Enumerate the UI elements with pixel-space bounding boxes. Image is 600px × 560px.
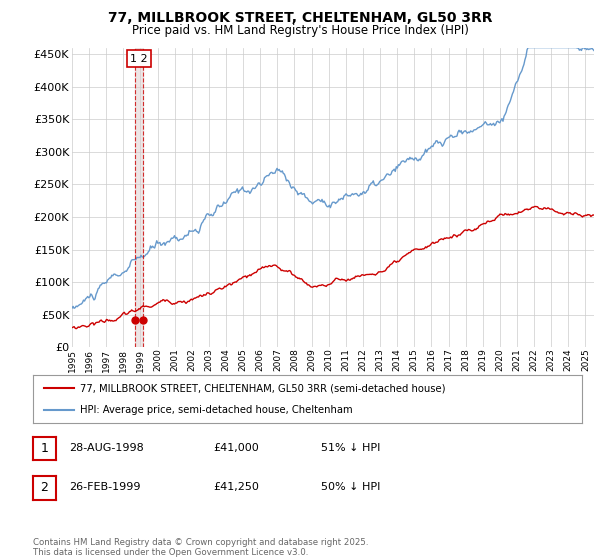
Text: 26-FEB-1999: 26-FEB-1999: [69, 482, 140, 492]
Text: 1: 1: [40, 442, 49, 455]
Text: 50% ↓ HPI: 50% ↓ HPI: [321, 482, 380, 492]
Text: £41,000: £41,000: [213, 443, 259, 453]
Text: 28-AUG-1998: 28-AUG-1998: [69, 443, 144, 453]
Text: £41,250: £41,250: [213, 482, 259, 492]
Text: 1 2: 1 2: [130, 54, 148, 64]
Text: Contains HM Land Registry data © Crown copyright and database right 2025.
This d: Contains HM Land Registry data © Crown c…: [33, 538, 368, 557]
Text: Price paid vs. HM Land Registry's House Price Index (HPI): Price paid vs. HM Land Registry's House …: [131, 24, 469, 36]
Text: 2: 2: [40, 481, 49, 494]
Text: HPI: Average price, semi-detached house, Cheltenham: HPI: Average price, semi-detached house,…: [80, 405, 352, 415]
Text: 77, MILLBROOK STREET, CHELTENHAM, GL50 3RR (semi-detached house): 77, MILLBROOK STREET, CHELTENHAM, GL50 3…: [80, 383, 445, 393]
Text: 77, MILLBROOK STREET, CHELTENHAM, GL50 3RR: 77, MILLBROOK STREET, CHELTENHAM, GL50 3…: [108, 11, 492, 25]
Text: 51% ↓ HPI: 51% ↓ HPI: [321, 443, 380, 453]
Bar: [134, 48, 143, 347]
